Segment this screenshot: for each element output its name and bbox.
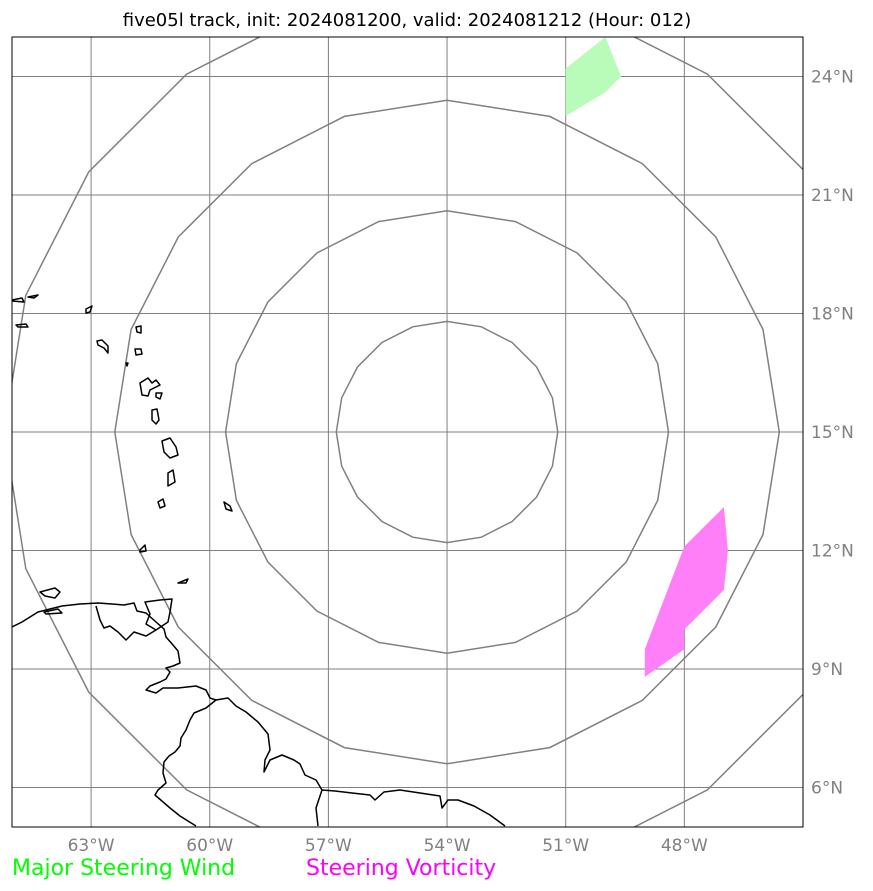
island-barbados	[223, 501, 233, 512]
coastline-paria	[95, 605, 157, 641]
island-virgin-3	[85, 305, 93, 314]
lon-tick-label: 57°W	[305, 836, 352, 856]
lon-tick-label: 60°W	[186, 836, 233, 856]
island-margarita	[39, 587, 61, 599]
steering-vorticity-region	[644, 507, 728, 677]
gridlines	[12, 37, 803, 827]
island-vieques	[27, 294, 39, 299]
island-coche	[43, 608, 63, 615]
steering-regions	[565, 37, 728, 677]
lat-tick-label: 24°N	[811, 68, 854, 88]
latitude-tick-labels: 6°N 9°N 12°N 15°N 18°N 21°N 24°N	[811, 68, 854, 799]
island-st-lucia	[167, 469, 176, 487]
island-trinidad	[144, 598, 173, 631]
coastline-suriname	[321, 789, 506, 827]
island-st-vincent	[157, 498, 166, 509]
range-ring	[224, 210, 670, 654]
lat-tick-label: 15°N	[811, 423, 854, 443]
island-tobago	[177, 578, 189, 584]
lat-tick-label: 18°N	[811, 305, 854, 325]
range-rings	[12, 37, 803, 827]
island-martinique	[161, 437, 179, 459]
plot-frame	[11, 36, 804, 828]
range-ring	[12, 37, 803, 827]
plot-area	[12, 37, 803, 827]
steering-wind-region	[565, 37, 622, 116]
coastline-guyana	[215, 697, 323, 827]
lon-tick-label: 51°W	[542, 836, 589, 856]
island-dominica	[151, 408, 160, 425]
range-ring	[335, 320, 559, 544]
lat-tick-label: 12°N	[811, 542, 854, 562]
island-puerto-rico-tip	[12, 297, 25, 303]
island-grenada	[139, 544, 147, 553]
longitude-tick-labels: 63°W 60°W 57°W 54°W 51°W 48°W	[68, 836, 708, 856]
lat-tick-label: 21°N	[811, 186, 854, 206]
lon-tick-label: 54°W	[424, 836, 471, 856]
coastline-south-america	[12, 602, 217, 827]
legend-major-steering-wind: Major Steering Wind	[12, 856, 235, 881]
lat-tick-label: 6°N	[811, 779, 843, 799]
range-ring	[114, 99, 781, 765]
coastlines	[12, 294, 506, 827]
island-guadeloupe	[139, 377, 161, 397]
island-st-martin	[135, 325, 142, 334]
island-montserrat	[125, 362, 129, 367]
island-virgin-1	[96, 339, 109, 354]
legend-steering-vorticity: Steering Vorticity	[306, 856, 496, 881]
island-st-kitts	[134, 348, 143, 356]
map-title: five05l track, init: 2024081200, valid: …	[123, 10, 692, 31]
lon-tick-label: 63°W	[68, 836, 115, 856]
island-antigua	[155, 392, 163, 400]
lon-tick-label: 48°W	[661, 836, 708, 856]
island-virgin-2	[15, 323, 29, 328]
lat-tick-label: 9°N	[811, 660, 843, 680]
